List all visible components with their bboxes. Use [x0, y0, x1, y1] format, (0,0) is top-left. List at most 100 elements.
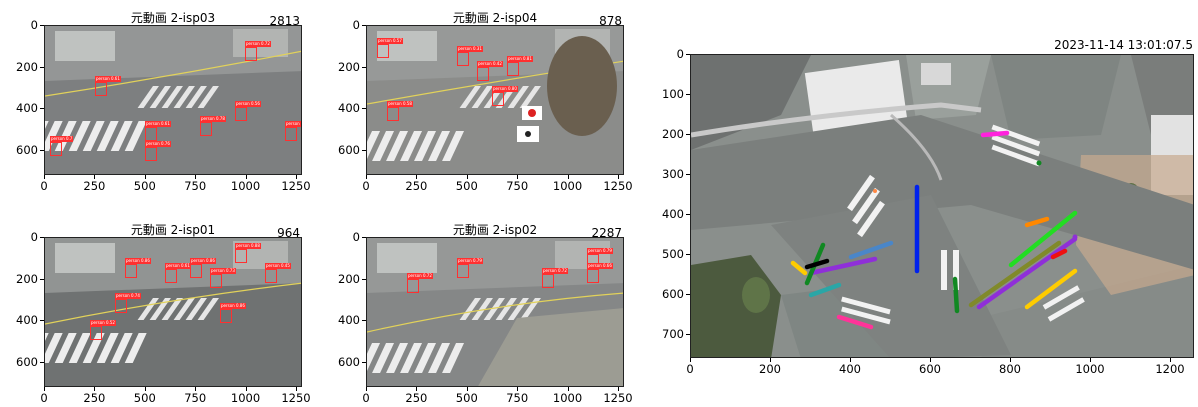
detection-box [507, 62, 519, 76]
detection-box [457, 264, 469, 278]
y-tick-label: 700 [662, 327, 684, 341]
detection-label: person 0.42 [477, 61, 503, 67]
detection-label: person 0.74 [115, 293, 141, 299]
y-tick-mark [686, 294, 690, 295]
y-tick-label: 400 [338, 101, 360, 116]
x-tick-mark [770, 358, 771, 362]
y-tick-mark [362, 150, 366, 151]
x-tick-label: 800 [999, 362, 1021, 376]
x-tick-mark [1010, 358, 1011, 362]
detection-label: person 0.76 [145, 141, 171, 147]
detection-label: person 0.86 [220, 303, 246, 309]
detection-box [492, 92, 504, 106]
y-tick-label: 400 [16, 313, 38, 328]
y-tick-mark [40, 320, 44, 322]
y-tick-mark [686, 134, 690, 135]
x-tick-mark [850, 358, 851, 362]
x-tick-label: 1000 [230, 179, 261, 193]
detection-box [165, 269, 177, 283]
detection-box [265, 269, 277, 283]
y-tick-mark [40, 25, 44, 26]
detection-box [190, 264, 202, 278]
x-tick-label: 1000 [230, 391, 261, 405]
frame-count: 964 [277, 226, 300, 240]
y-tick-mark [686, 254, 690, 255]
x-tick-mark [195, 175, 197, 179]
y-tick-label: 100 [662, 87, 684, 101]
x-tick-label: 200 [759, 362, 781, 376]
x-tick-label: 500 [455, 179, 478, 193]
detection-label: person 0.88 [235, 243, 261, 249]
frame-count: 2287 [591, 226, 622, 240]
detection-label: person 0.84 [285, 121, 301, 127]
x-tick-label: 1250 [281, 391, 311, 405]
x-tick-mark [94, 175, 96, 179]
detection-label: person 0.52 [90, 320, 116, 326]
detection-box [145, 127, 157, 141]
y-tick-mark [40, 108, 44, 110]
y-tick-mark [40, 362, 44, 363]
map-timestamp: 2023-11-14 13:01:07.5 [1054, 38, 1193, 52]
x-tick-label: 1250 [603, 391, 633, 405]
x-tick-mark [245, 175, 247, 179]
detection-label: person 0.72 [542, 268, 568, 274]
detection-box [210, 274, 222, 288]
y-tick-mark [362, 362, 366, 363]
x-tick-label: 1200 [1155, 362, 1185, 376]
camera-scene [45, 238, 301, 386]
x-tick-mark [617, 175, 619, 179]
detection-box [200, 122, 212, 136]
camera-scene [367, 26, 623, 174]
x-tick-mark [144, 175, 146, 179]
y-tick-mark [40, 278, 44, 280]
x-tick-label: 250 [83, 179, 106, 193]
x-tick-mark [44, 387, 45, 391]
x-tick-mark [567, 175, 569, 179]
y-tick-mark [362, 278, 366, 280]
camera-scene [367, 238, 623, 386]
x-tick-mark [416, 387, 418, 391]
y-tick-label: 600 [662, 287, 684, 301]
x-tick-mark [416, 175, 418, 179]
detection-label: person 0.78 [200, 116, 226, 122]
x-tick-mark [94, 387, 96, 391]
x-tick-label: 750 [184, 179, 207, 193]
y-tick-label: 400 [662, 207, 684, 221]
panel-title: 元動画 2-isp03 [130, 11, 216, 25]
aerial-map [691, 55, 1193, 357]
x-tick-label: 750 [506, 391, 529, 405]
y-tick-mark [362, 108, 366, 110]
x-tick-mark [295, 387, 297, 391]
detection-label: person 0.72 [245, 41, 271, 47]
x-tick-label: 500 [455, 391, 478, 405]
x-tick-label: 400 [839, 362, 861, 376]
camera-frame-isp04: person 0.57 person 0.31 person 0.42 person … [366, 25, 624, 175]
trajectory-overlay [790, 130, 1078, 330]
detection-label: person 0.79 [457, 258, 483, 264]
detection-label: person 0.57 [377, 38, 403, 44]
detection-label: person 0.61 [145, 121, 171, 127]
detection-box [407, 279, 419, 293]
detection-label: person 0.86 [125, 258, 151, 264]
detection-label: person 0.56 [235, 101, 261, 107]
camera-panel-isp03: 元動画 2-isp03 2813 person 0.72 person 0.61 per… [0, 0, 320, 195]
detection-label: person 0.73 [210, 268, 236, 274]
detection-box [220, 309, 232, 323]
y-tick-label: 300 [662, 167, 684, 181]
y-tick-label: 200 [662, 127, 684, 141]
detection-label: person 0.80 [492, 86, 518, 92]
camera-panel-isp01: 元動画 2-isp01 964 person 0.88 person 0.86 pers… [0, 212, 320, 407]
detection-box [245, 47, 257, 61]
detection-label: person 0.66 [587, 263, 613, 269]
detection-label: person 0.31 [457, 46, 483, 52]
x-tick-mark [617, 387, 619, 391]
y-tick-label: 600 [338, 143, 360, 157]
y-tick-label: 200 [16, 59, 38, 74]
x-tick-label: 600 [919, 362, 941, 376]
detection-box [235, 249, 247, 263]
camera-panel-isp04: 元動画 2-isp04 878 person 0.57 person 0.31 pers… [322, 0, 642, 195]
x-tick-label: 1000 [1075, 362, 1105, 376]
y-tick-mark [362, 25, 366, 26]
x-tick-label: 750 [506, 179, 529, 193]
panel-title: 元動画 2-isp04 [452, 11, 538, 25]
